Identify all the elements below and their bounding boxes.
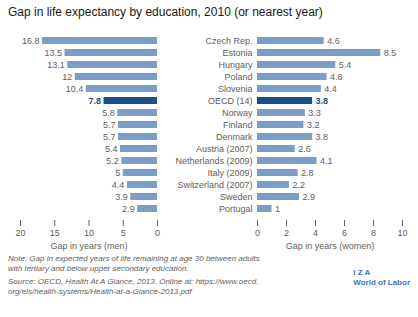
svg-text:5.4: 5.4: [339, 60, 352, 70]
svg-text:13.5: 13.5: [44, 48, 62, 58]
svg-text:3.3: 3.3: [308, 108, 321, 118]
svg-text:4.4: 4.4: [112, 180, 125, 190]
svg-text:7.8: 7.8: [89, 96, 102, 106]
svg-text:5.4: 5.4: [105, 144, 118, 154]
svg-text:Slovenia: Slovenia: [218, 84, 253, 94]
svg-text:1: 1: [275, 204, 280, 214]
svg-text:5.2: 5.2: [106, 156, 119, 166]
html-text:I Z A: I Z A: [353, 268, 371, 277]
svg-text:3.8: 3.8: [316, 96, 329, 106]
svg-text:Portugal: Portugal: [219, 204, 253, 214]
html-text:Gap in life expectancy by educ: Gap in life expectancy by education, 201…: [8, 5, 323, 19]
html-text:Note: Gap in expected years of: Note: Gap in expected years of life rema…: [8, 254, 260, 274]
svg-text:Czech Rep.: Czech Rep.: [205, 36, 252, 46]
svg-text:Gap in years (men): Gap in years (men): [50, 241, 127, 251]
svg-text:Denmark: Denmark: [216, 132, 253, 142]
svg-text:2: 2: [284, 228, 289, 238]
svg-text:3.9: 3.9: [115, 192, 128, 202]
svg-text:Austria (2007): Austria (2007): [196, 144, 253, 154]
svg-text:2.8: 2.8: [301, 168, 314, 178]
svg-text:5.7: 5.7: [103, 132, 116, 142]
svg-text:Poland: Poland: [224, 72, 252, 82]
svg-text:4.8: 4.8: [330, 72, 343, 82]
svg-text:8.5: 8.5: [384, 48, 397, 58]
svg-text:2.9: 2.9: [303, 192, 316, 202]
svg-text:2.6: 2.6: [298, 144, 311, 154]
svg-text:5: 5: [115, 168, 120, 178]
svg-text:6: 6: [342, 228, 347, 238]
svg-text:Italy (2009): Italy (2009): [207, 168, 252, 178]
svg-text:Netherlands (2009): Netherlands (2009): [175, 156, 252, 166]
svg-text:5.8: 5.8: [102, 108, 115, 118]
svg-text:10: 10: [84, 228, 94, 238]
svg-text:OECD (14): OECD (14): [208, 96, 253, 106]
svg-text:5.7: 5.7: [103, 120, 116, 130]
svg-text:Sweden: Sweden: [220, 192, 253, 202]
svg-text:3.8: 3.8: [316, 132, 329, 142]
svg-text:Hungary: Hungary: [218, 60, 253, 70]
html-text:Source: OECD, Health At A Glan: Source: OECD, Health At A Glance, 2013. …: [8, 276, 259, 297]
svg-text:2.9: 2.9: [122, 204, 135, 214]
svg-text:4.4: 4.4: [324, 84, 337, 94]
svg-text:Finland: Finland: [223, 120, 253, 130]
svg-text:4: 4: [313, 228, 318, 238]
svg-text:16.8: 16.8: [22, 36, 40, 46]
svg-text:Estonia: Estonia: [222, 48, 252, 58]
svg-text:3.2: 3.2: [307, 120, 320, 130]
svg-text:10: 10: [397, 228, 407, 238]
svg-text:13.1: 13.1: [47, 60, 65, 70]
svg-text:0: 0: [155, 228, 160, 238]
svg-text:20: 20: [15, 228, 25, 238]
svg-text:0: 0: [255, 228, 260, 238]
svg-text:Gap in years (women): Gap in years (women): [286, 241, 375, 251]
html-text:World of Labor: World of Labor: [353, 278, 410, 288]
svg-text:10.4: 10.4: [66, 84, 84, 94]
svg-text:12: 12: [62, 72, 72, 82]
svg-text:15: 15: [50, 228, 60, 238]
svg-text:8: 8: [371, 228, 376, 238]
svg-text:4.1: 4.1: [320, 156, 333, 166]
svg-text:Switzerland (2007): Switzerland (2007): [177, 180, 252, 190]
svg-text:5: 5: [121, 228, 126, 238]
svg-text:4.6: 4.6: [327, 36, 340, 46]
svg-text:2.2: 2.2: [292, 180, 305, 190]
svg-text:Norway: Norway: [222, 108, 253, 118]
